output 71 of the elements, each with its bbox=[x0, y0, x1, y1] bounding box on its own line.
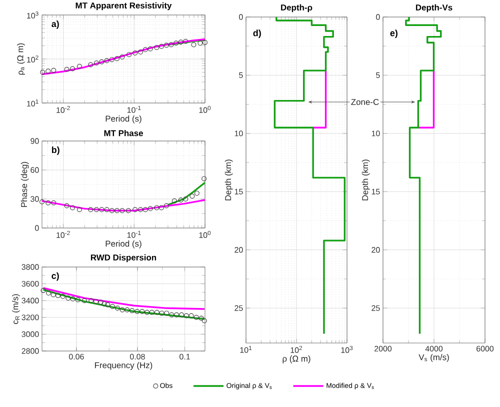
point bbox=[88, 62, 94, 68]
point bbox=[142, 47, 148, 52]
chart-title: MT Apparent Resistivity bbox=[76, 2, 172, 10]
point bbox=[110, 304, 115, 309]
x-axis-title: Period (s) bbox=[106, 115, 142, 124]
point bbox=[164, 42, 169, 48]
annotation: c) bbox=[52, 272, 59, 281]
point bbox=[140, 309, 145, 314]
point bbox=[99, 59, 104, 64]
point bbox=[105, 302, 110, 308]
annotation: a) bbox=[52, 20, 59, 29]
point bbox=[75, 297, 80, 302]
point bbox=[154, 310, 160, 315]
point bbox=[50, 292, 56, 298]
point bbox=[184, 313, 189, 318]
point bbox=[134, 309, 140, 314]
point bbox=[82, 298, 87, 304]
point bbox=[114, 56, 120, 62]
y-axis-title: c$_{R}$ (m/s) bbox=[12, 294, 20, 324]
x-axis-title: Frequency (Hz) bbox=[94, 362, 152, 370]
point bbox=[124, 307, 130, 312]
point bbox=[114, 306, 120, 311]
point bbox=[174, 40, 179, 46]
chart-title: Depth-Vs bbox=[416, 4, 452, 12]
point bbox=[60, 294, 66, 299]
point bbox=[138, 50, 144, 55]
annotation: b) bbox=[52, 146, 60, 155]
point bbox=[188, 313, 194, 318]
y-axis-title: Depth (km) bbox=[224, 160, 233, 200]
point bbox=[154, 44, 160, 50]
point bbox=[164, 310, 170, 316]
point bbox=[109, 57, 114, 62]
point bbox=[149, 310, 154, 315]
point bbox=[56, 293, 61, 298]
point bbox=[130, 308, 135, 314]
point bbox=[70, 296, 76, 302]
point bbox=[132, 50, 138, 56]
annotation: d) bbox=[253, 30, 261, 38]
point bbox=[40, 288, 46, 294]
point bbox=[174, 312, 180, 318]
point bbox=[66, 296, 71, 301]
x-axis-title: V$_{s}$ (m/s) bbox=[418, 354, 449, 362]
point bbox=[148, 46, 153, 52]
chart-title: MT Phase bbox=[104, 130, 143, 136]
point bbox=[120, 307, 125, 312]
point bbox=[126, 52, 132, 58]
point bbox=[198, 40, 203, 46]
point bbox=[191, 42, 196, 48]
point bbox=[46, 290, 52, 296]
point bbox=[144, 310, 150, 315]
chart-title: Depth-ρ bbox=[281, 4, 312, 12]
y-axis-title: Phase (deg) bbox=[20, 162, 29, 207]
chart-title: RWD Dispersion bbox=[90, 254, 156, 262]
annotation: Zone-C bbox=[351, 98, 379, 105]
point bbox=[168, 42, 174, 48]
line-series bbox=[405, 17, 442, 335]
point bbox=[104, 58, 110, 64]
x-axis-title: ρ (Ω m) bbox=[282, 355, 310, 364]
point bbox=[198, 316, 204, 321]
point bbox=[94, 60, 99, 66]
point bbox=[179, 312, 184, 318]
point bbox=[202, 40, 208, 45]
point bbox=[194, 314, 199, 320]
annotation: e) bbox=[390, 30, 398, 38]
point bbox=[120, 54, 125, 60]
y-axis-title: Depth (km) bbox=[362, 160, 370, 200]
point bbox=[158, 44, 164, 49]
y-axis-title: ρ$_{a}$ (Ω m) bbox=[17, 43, 25, 75]
x-axis-title: Period (s) bbox=[106, 240, 142, 248]
point bbox=[159, 310, 164, 316]
point bbox=[169, 312, 174, 318]
